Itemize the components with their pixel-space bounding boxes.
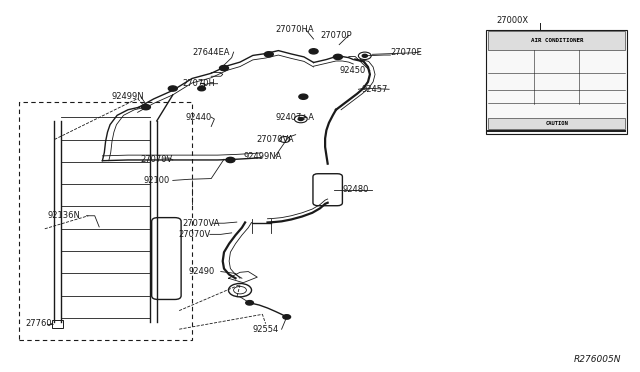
Circle shape xyxy=(309,49,318,54)
Circle shape xyxy=(264,52,273,57)
Text: 92490: 92490 xyxy=(189,267,215,276)
Circle shape xyxy=(141,105,150,110)
Text: 92440: 92440 xyxy=(186,113,212,122)
Text: 92450: 92450 xyxy=(339,66,365,75)
Text: 27070P: 27070P xyxy=(320,31,351,40)
Bar xyxy=(52,320,63,328)
Text: AIR CONDITIONER: AIR CONDITIONER xyxy=(531,38,583,43)
Text: 92407+A: 92407+A xyxy=(275,113,314,122)
Circle shape xyxy=(198,86,205,91)
Circle shape xyxy=(226,157,235,163)
Circle shape xyxy=(220,65,228,71)
Text: 92499NA: 92499NA xyxy=(243,152,282,161)
Text: 27070H: 27070H xyxy=(182,79,215,88)
Text: CAUTION: CAUTION xyxy=(545,121,568,126)
Bar xyxy=(488,31,625,50)
Text: 27070V: 27070V xyxy=(141,155,173,164)
Circle shape xyxy=(333,54,342,60)
Text: 92136N: 92136N xyxy=(48,211,81,220)
Text: 27644EA: 27644EA xyxy=(192,48,230,57)
Bar xyxy=(488,118,625,129)
Text: 27070HA: 27070HA xyxy=(275,25,314,34)
Circle shape xyxy=(168,86,177,91)
Text: 92499N: 92499N xyxy=(112,92,145,101)
Bar xyxy=(19,102,192,340)
Text: 92554: 92554 xyxy=(253,325,279,334)
Circle shape xyxy=(246,301,253,305)
Circle shape xyxy=(298,118,303,121)
Text: 92480: 92480 xyxy=(342,185,369,194)
Circle shape xyxy=(283,315,291,319)
Text: 27760: 27760 xyxy=(26,319,52,328)
Text: 27070VA: 27070VA xyxy=(182,219,220,228)
Circle shape xyxy=(362,54,367,57)
Text: 92457: 92457 xyxy=(362,85,388,94)
Text: 27070V: 27070V xyxy=(178,230,210,239)
Text: 27000X: 27000X xyxy=(496,16,528,25)
Text: 27070E: 27070E xyxy=(390,48,422,57)
Circle shape xyxy=(299,94,308,99)
Bar xyxy=(486,30,627,134)
Text: 27070VA: 27070VA xyxy=(256,135,294,144)
Text: R276005N: R276005N xyxy=(573,355,621,364)
Text: 92100: 92100 xyxy=(144,176,170,185)
